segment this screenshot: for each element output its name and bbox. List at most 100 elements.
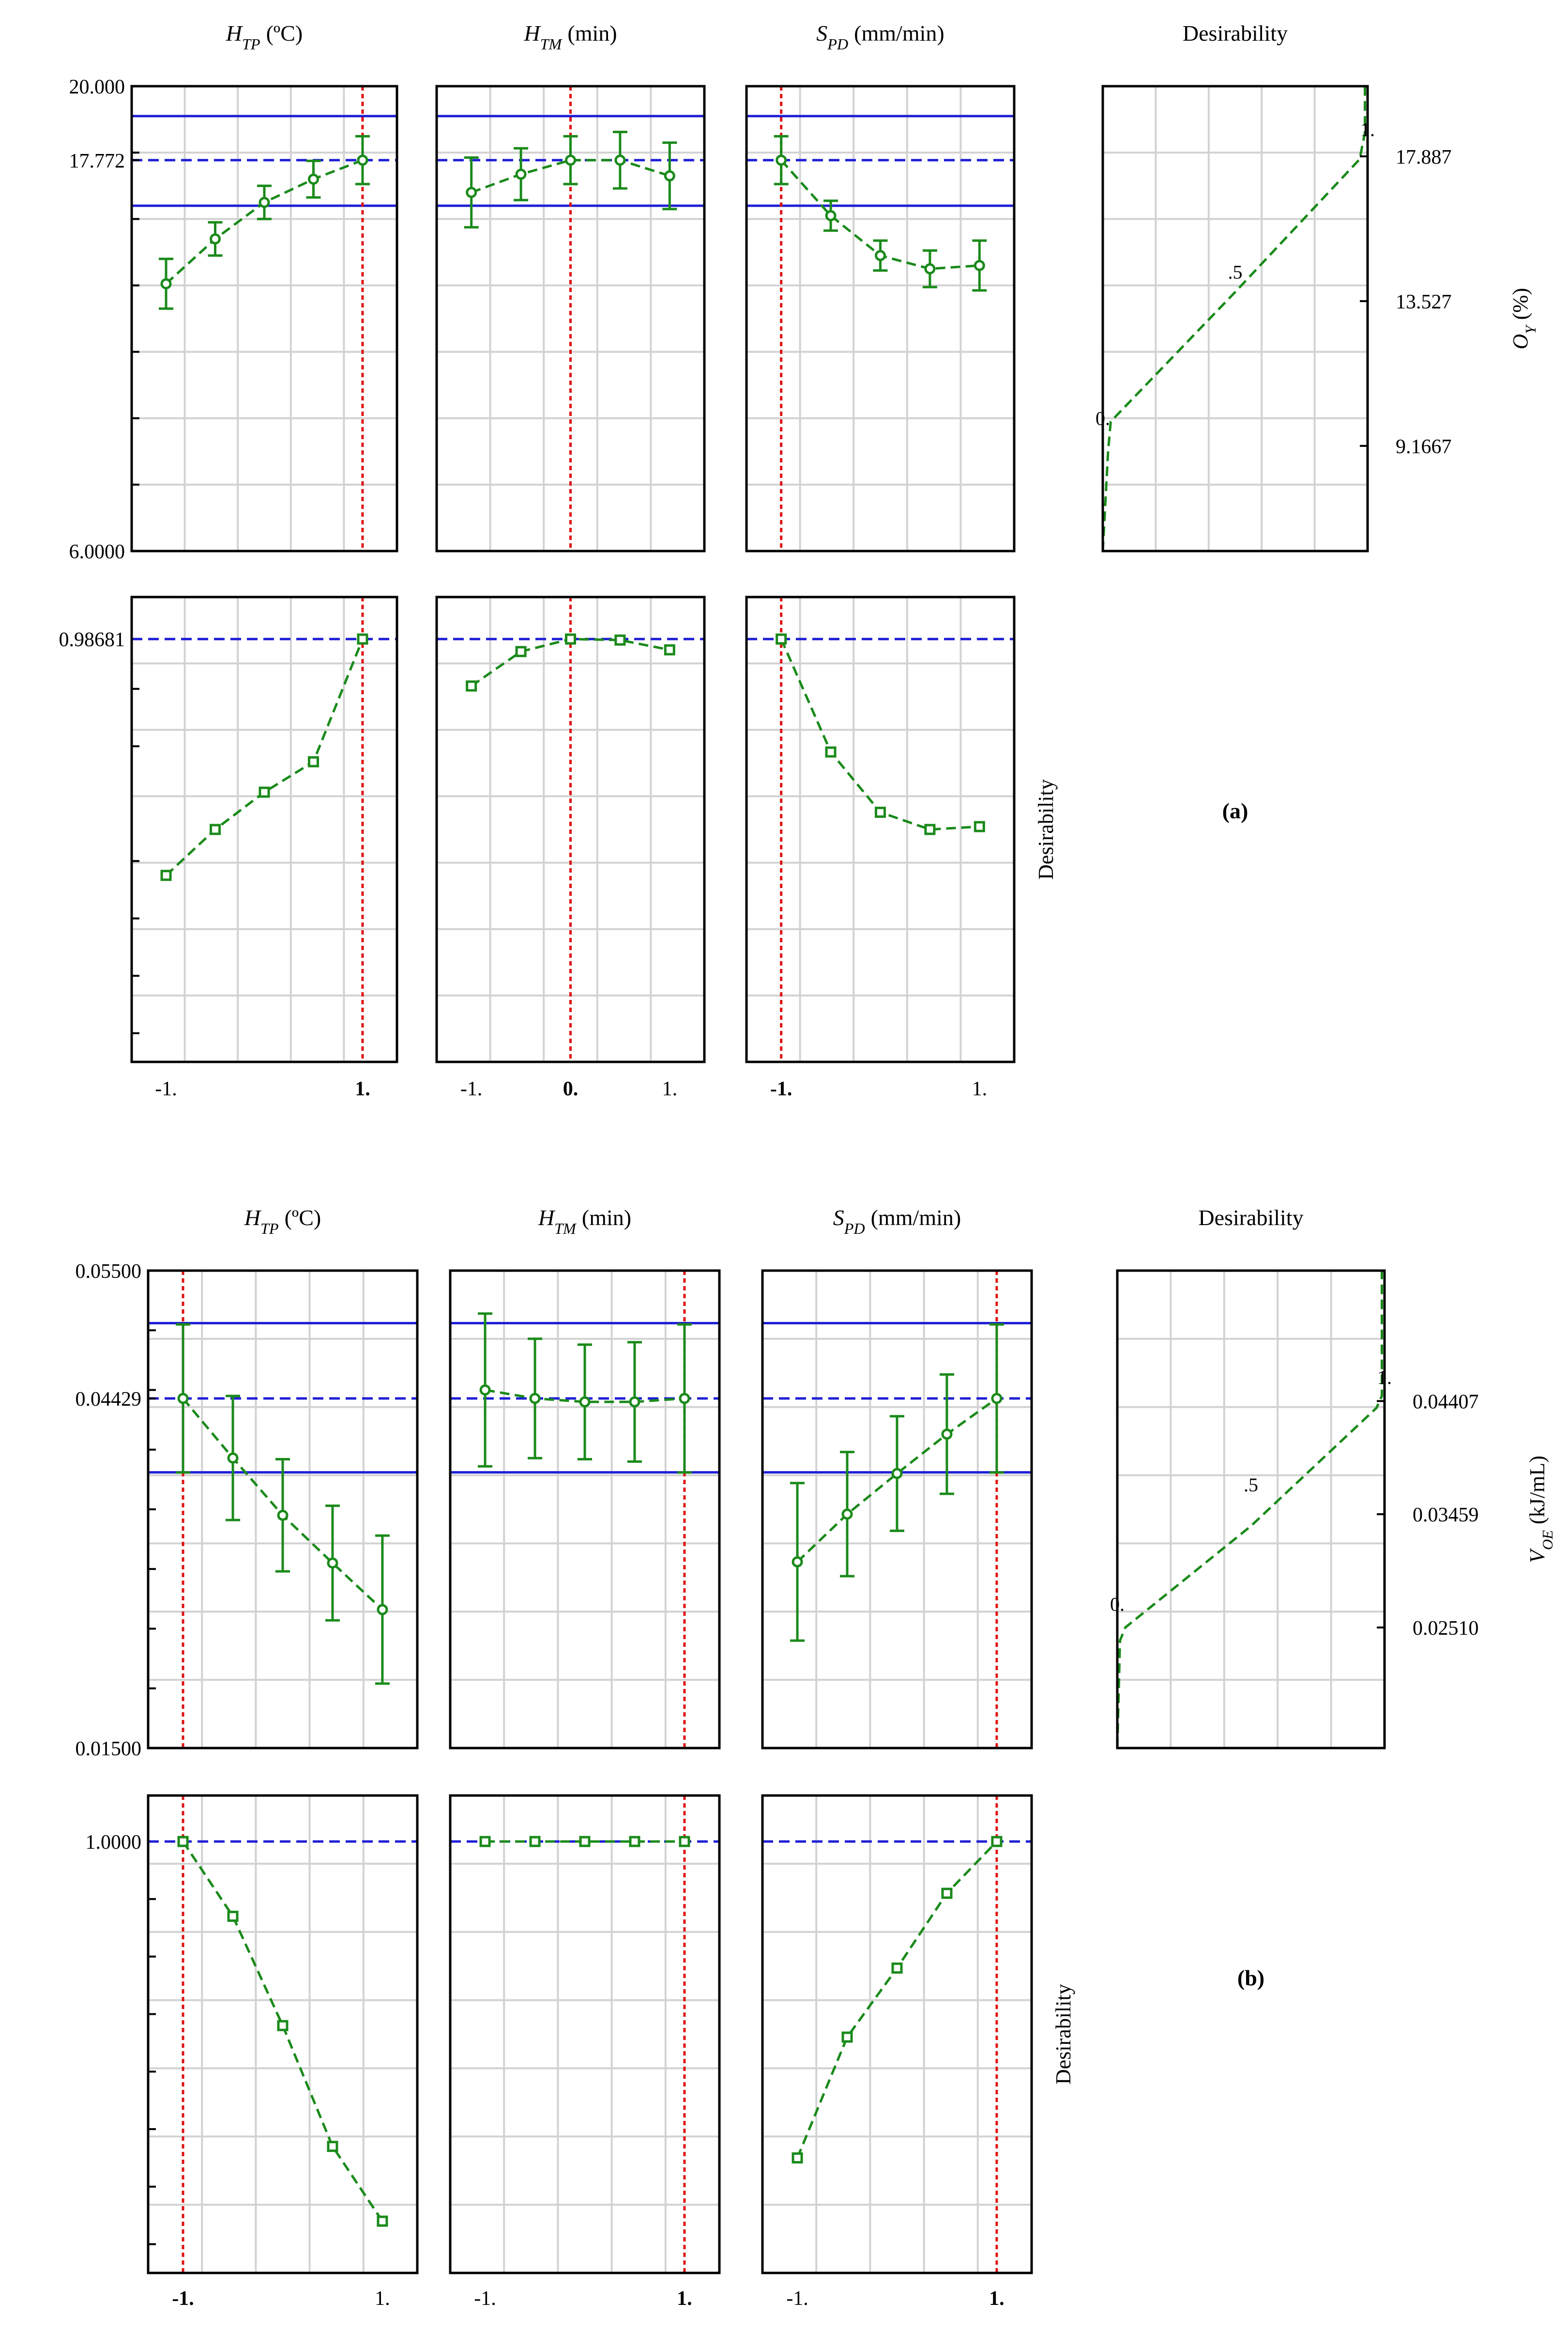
desirability-point (529, 1836, 541, 1847)
panel-frame (147, 1794, 419, 2274)
data-point (579, 1396, 591, 1408)
right-axis-desirability-label: Desirability (1051, 1984, 1075, 2085)
factor-title-b-1-symbol: H (538, 1205, 556, 1230)
x-tick-label: -1. (786, 2287, 808, 2310)
response-axis-label-a-subscript: Y (1522, 324, 1539, 334)
data-point (792, 1556, 803, 1567)
data-point (177, 1393, 189, 1404)
response-axis-label-a-symbol: O (1508, 334, 1532, 350)
panel-bot-b-0 (147, 1794, 419, 2274)
desirability-point (327, 2141, 338, 2152)
response-axis-label-b-text: VOE (kJ/mL) (1525, 1456, 1556, 1563)
data-point (891, 1468, 903, 1479)
predicted-profile-line (165, 159, 363, 285)
desirability-function-title: Desirability (1183, 21, 1288, 46)
desirability-point (974, 821, 985, 832)
factor-title-a-1-unit: (min) (567, 21, 617, 46)
chart-a: HTP (ºC)-1. 1.HTM (min)-1. 0. 1.SPD (mm/min)-1… (59, 21, 1539, 1100)
factor-title-a-1-text: HTM (min) (523, 21, 617, 53)
factor-title-b-2-subscript: PD (844, 1220, 865, 1237)
panel-top-b-0 (147, 1269, 419, 1749)
data-point (277, 1509, 289, 1521)
desirability-level-label: .5 (1244, 1474, 1258, 1496)
factor-title-b-0: HTP (ºC) (244, 1205, 321, 1237)
right-tick-label: 0.04407 (1413, 1391, 1479, 1413)
desirability-point (614, 634, 626, 646)
data-point (259, 197, 270, 208)
desirability-point (377, 2215, 388, 2227)
panel-frame (449, 1269, 721, 1749)
factor-title-a-2: SPD (mm/min) (816, 21, 944, 53)
desirability-point (177, 1836, 189, 1847)
desirability-profile-line (165, 638, 364, 876)
data-point (664, 170, 675, 182)
x-tick-label: -1. (474, 2287, 496, 2310)
desirability-function-a: 17.887 13.527 9.1667 0. .5 1. Desirability OY (%… (1096, 21, 1539, 552)
factor-title-a-1: HTM (min) (523, 21, 617, 53)
desirability-point (875, 806, 886, 818)
predicted-profile-line (471, 159, 670, 194)
x-tick-label: 1. (972, 1078, 988, 1100)
factor-title-b-1: HTM (min) (538, 1205, 631, 1237)
x-tick-label: -1. (460, 1078, 483, 1100)
factor-title-a-0-symbol: H (226, 21, 244, 46)
x-tick-label: 1. (375, 2287, 390, 2310)
desirability-function-b: 0.04407 0.03459 0.02510 0. .5 1. Desirability V… (1110, 1205, 1556, 1749)
desirability-level-label: 0. (1096, 407, 1110, 429)
right-axis-desirability-label: Desirability (1034, 779, 1058, 880)
factor-title-a-1-subscript: TM (540, 35, 563, 53)
panel-top-a-1 (435, 85, 706, 552)
data-point (327, 1557, 338, 1569)
data-point (875, 250, 886, 261)
right-tick-label: 9.1667 (1396, 436, 1452, 458)
data-point (991, 1393, 1003, 1404)
panel-top-a-2 (745, 85, 1016, 552)
desirability-point (277, 2020, 289, 2031)
x-tick-label: 1. (677, 2287, 692, 2310)
desirability-tick-label: 1.0000 (86, 1831, 142, 1854)
right-tick-label: 0.02510 (1413, 1617, 1479, 1640)
y-tick-label: 0.04429 (76, 1388, 142, 1411)
panel-bot-a-0 (130, 596, 398, 1063)
y-tick-label: 6.0000 (69, 541, 125, 563)
factor-title-a-1-symbol: H (523, 21, 541, 46)
data-point (466, 186, 477, 198)
factor-title-b-2-text: SPD (mm/min) (833, 1205, 961, 1237)
desirability-point (466, 680, 477, 692)
panel-label: (b) (1237, 1965, 1264, 1990)
factor-title-b-1-text: HTM (min) (538, 1205, 631, 1237)
y-tick-label: 20.000 (69, 76, 125, 98)
panel-bot-b-2 (761, 1794, 1033, 2274)
x-tick-label: 0. (563, 1078, 578, 1100)
panel-frame (1116, 1269, 1386, 1749)
factor-title-a-0-unit: (ºC) (266, 21, 303, 46)
factor-title-b-2-unit: (mm/min) (871, 1205, 961, 1230)
response-axis-label-b: VOE (kJ/mL) (1525, 1456, 1556, 1563)
desirability-curve (1101, 86, 1367, 552)
factor-title-a-2-subscript: PD (827, 35, 848, 53)
desirability-point (515, 646, 527, 658)
response-axis-label-b-symbol: V (1525, 1548, 1549, 1563)
panel-label: (a) (1222, 798, 1248, 823)
data-point (479, 1384, 491, 1396)
desirability-point (991, 1836, 1003, 1847)
panel-frame (1101, 85, 1369, 552)
factor-title-b-2: SPD (mm/min) (833, 1205, 961, 1237)
desirability-point (579, 1836, 591, 1847)
desirability-point (891, 1962, 903, 1974)
desirability-function-title: Desirability (1198, 1205, 1303, 1230)
desirability-level-label: 1. (1360, 119, 1375, 140)
panel-frame (435, 85, 706, 552)
x-tick-label: -1. (155, 1078, 177, 1100)
factor-title-a-0-text: HTP (ºC) (226, 21, 303, 53)
x-tick-label: -1. (770, 1078, 792, 1100)
response-axis-label-a-text: OY (%) (1508, 288, 1539, 350)
data-point (160, 278, 172, 290)
desirability-point (629, 1836, 640, 1847)
desirability-point (307, 756, 319, 767)
y-tick-label: 0.05500 (76, 1260, 142, 1283)
data-point (307, 173, 319, 185)
predicted-profile-line (796, 1397, 998, 1563)
factor-title-b-0-subscript: TP (260, 1220, 279, 1237)
data-point (614, 154, 626, 166)
